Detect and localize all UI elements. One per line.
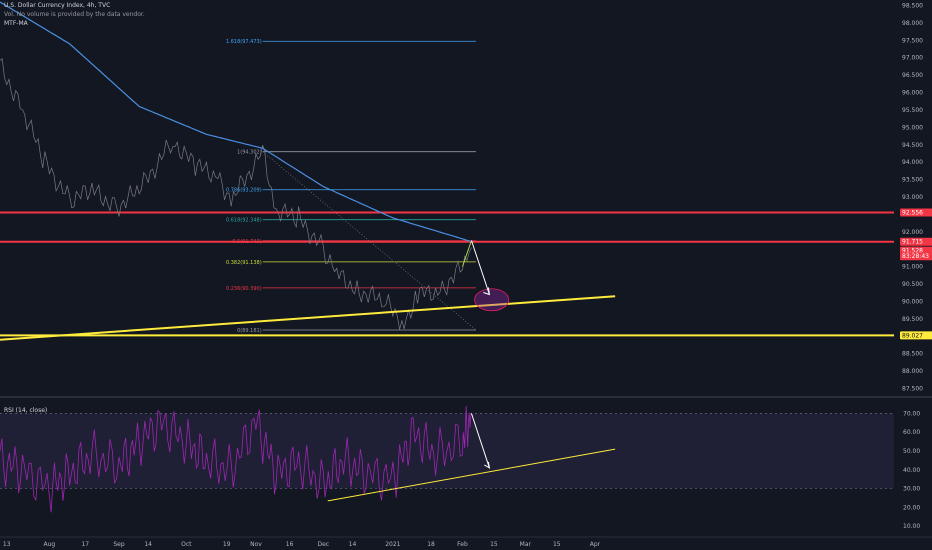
indicator-label: MTF-MA	[4, 20, 28, 27]
price-tick-label: 93.000	[902, 194, 923, 201]
price-tick-label: 97.500	[902, 37, 923, 44]
time-tick-label: 13	[3, 541, 11, 548]
price-badge	[900, 252, 932, 261]
price-badge-label: 89.027	[902, 332, 923, 339]
support-trendline	[0, 295, 616, 341]
rsi-arrow-head	[484, 461, 491, 469]
fib-level-label: 1.618(97.473)	[226, 39, 262, 45]
time-tick-label: 14	[349, 541, 357, 548]
price-badge-label: 92.556	[902, 209, 923, 216]
rsi-tick-label: 50.00	[903, 448, 920, 455]
time-tick-label: Apr	[590, 541, 601, 548]
moving-average-line	[0, 1, 472, 243]
chart-title: U.S. Dollar Currency Index, 4h, TVC	[4, 2, 111, 9]
fib-level-label: 0.236(90.390)	[226, 286, 262, 292]
rsi-tick-label: 20.00	[903, 504, 920, 511]
time-tick-label: Dec	[317, 541, 329, 548]
price-line	[0, 58, 472, 330]
time-tick-label: 19	[223, 541, 231, 548]
price-badge	[900, 237, 932, 246]
price-tick-label: 90.500	[902, 281, 923, 288]
target-zone-ellipse	[474, 288, 510, 312]
price-tick-label: 88.500	[902, 351, 923, 358]
fib-level-label: 1(94.302)	[237, 150, 262, 156]
price-tick-label: 89.500	[902, 316, 923, 323]
price-tick-label: 92.000	[902, 229, 923, 236]
price-axis-bg	[894, 0, 932, 550]
rsi-arrow	[470, 413, 490, 469]
price-tick-label: 94.500	[902, 142, 923, 149]
price-tick-label: 94.000	[902, 159, 923, 166]
price-tick-label: 87.500	[902, 386, 923, 393]
price-badge-label: 83:28:43	[902, 253, 929, 260]
price-tick-label: 95.500	[902, 107, 923, 114]
price-badge	[900, 208, 932, 217]
rsi-tick-label: 40.00	[903, 467, 920, 474]
price-tick-label: 90.000	[902, 298, 923, 305]
price-badge	[900, 331, 932, 340]
time-tick-label: Mar	[520, 541, 532, 548]
fib-level-label: 0.5(91.743)	[232, 239, 261, 245]
projection-arrow-head	[483, 287, 491, 296]
fib-level-label: 0(89.181)	[237, 328, 262, 334]
time-tick-label: Aug	[44, 541, 56, 548]
price-tick-label: 96.500	[902, 72, 923, 79]
price-tick-label: 98.000	[902, 20, 923, 27]
price-tick-label: 91.000	[902, 264, 923, 271]
rsi-trendline	[327, 448, 616, 502]
time-tick-label: 15	[553, 541, 561, 548]
time-tick-label: 15	[490, 541, 498, 548]
fib-level-label: 0.786(93.209)	[226, 188, 262, 194]
rsi-title: RSI (14, close)	[4, 407, 48, 414]
time-tick-label: Oct	[181, 541, 192, 548]
time-tick-label: 18	[427, 541, 435, 548]
volume-note: Vol. No volume is provided by the data v…	[4, 11, 145, 18]
time-tick-label: 16	[286, 541, 294, 548]
price-tick-label: 96.000	[902, 90, 923, 97]
price-badge-label: 91.715	[902, 239, 923, 246]
price-tick-label: 93.500	[902, 177, 923, 184]
rsi-tick-label: 10.00	[903, 523, 920, 530]
price-tick-label: 95.000	[902, 124, 923, 131]
rsi-tick-label: 70.00	[903, 410, 920, 417]
rsi-line	[0, 405, 472, 513]
time-tick-label: Nov	[250, 541, 262, 548]
time-tick-label: 2021	[385, 541, 400, 548]
time-tick-label: Sep	[113, 541, 125, 548]
price-tick-label: 88.000	[902, 368, 923, 375]
price-last-move	[461, 240, 472, 267]
price-badge-label: 91.528	[902, 248, 923, 255]
price-tick-label: 98.500	[902, 2, 923, 9]
time-tick-label: 17	[81, 541, 89, 548]
rsi-tick-label: 30.00	[903, 486, 920, 493]
time-tick-label: 14	[144, 541, 152, 548]
fib-level-label: 0.382(91.138)	[226, 260, 262, 266]
projection-arrow	[470, 240, 490, 295]
rsi-tick-label: 60.00	[903, 429, 920, 436]
fib-trend-diagonal	[262, 151, 477, 331]
price-tick-label: 97.000	[902, 55, 923, 62]
time-tick-label: Feb	[457, 541, 468, 548]
fib-level-label: 0.618(92.348)	[226, 218, 262, 224]
